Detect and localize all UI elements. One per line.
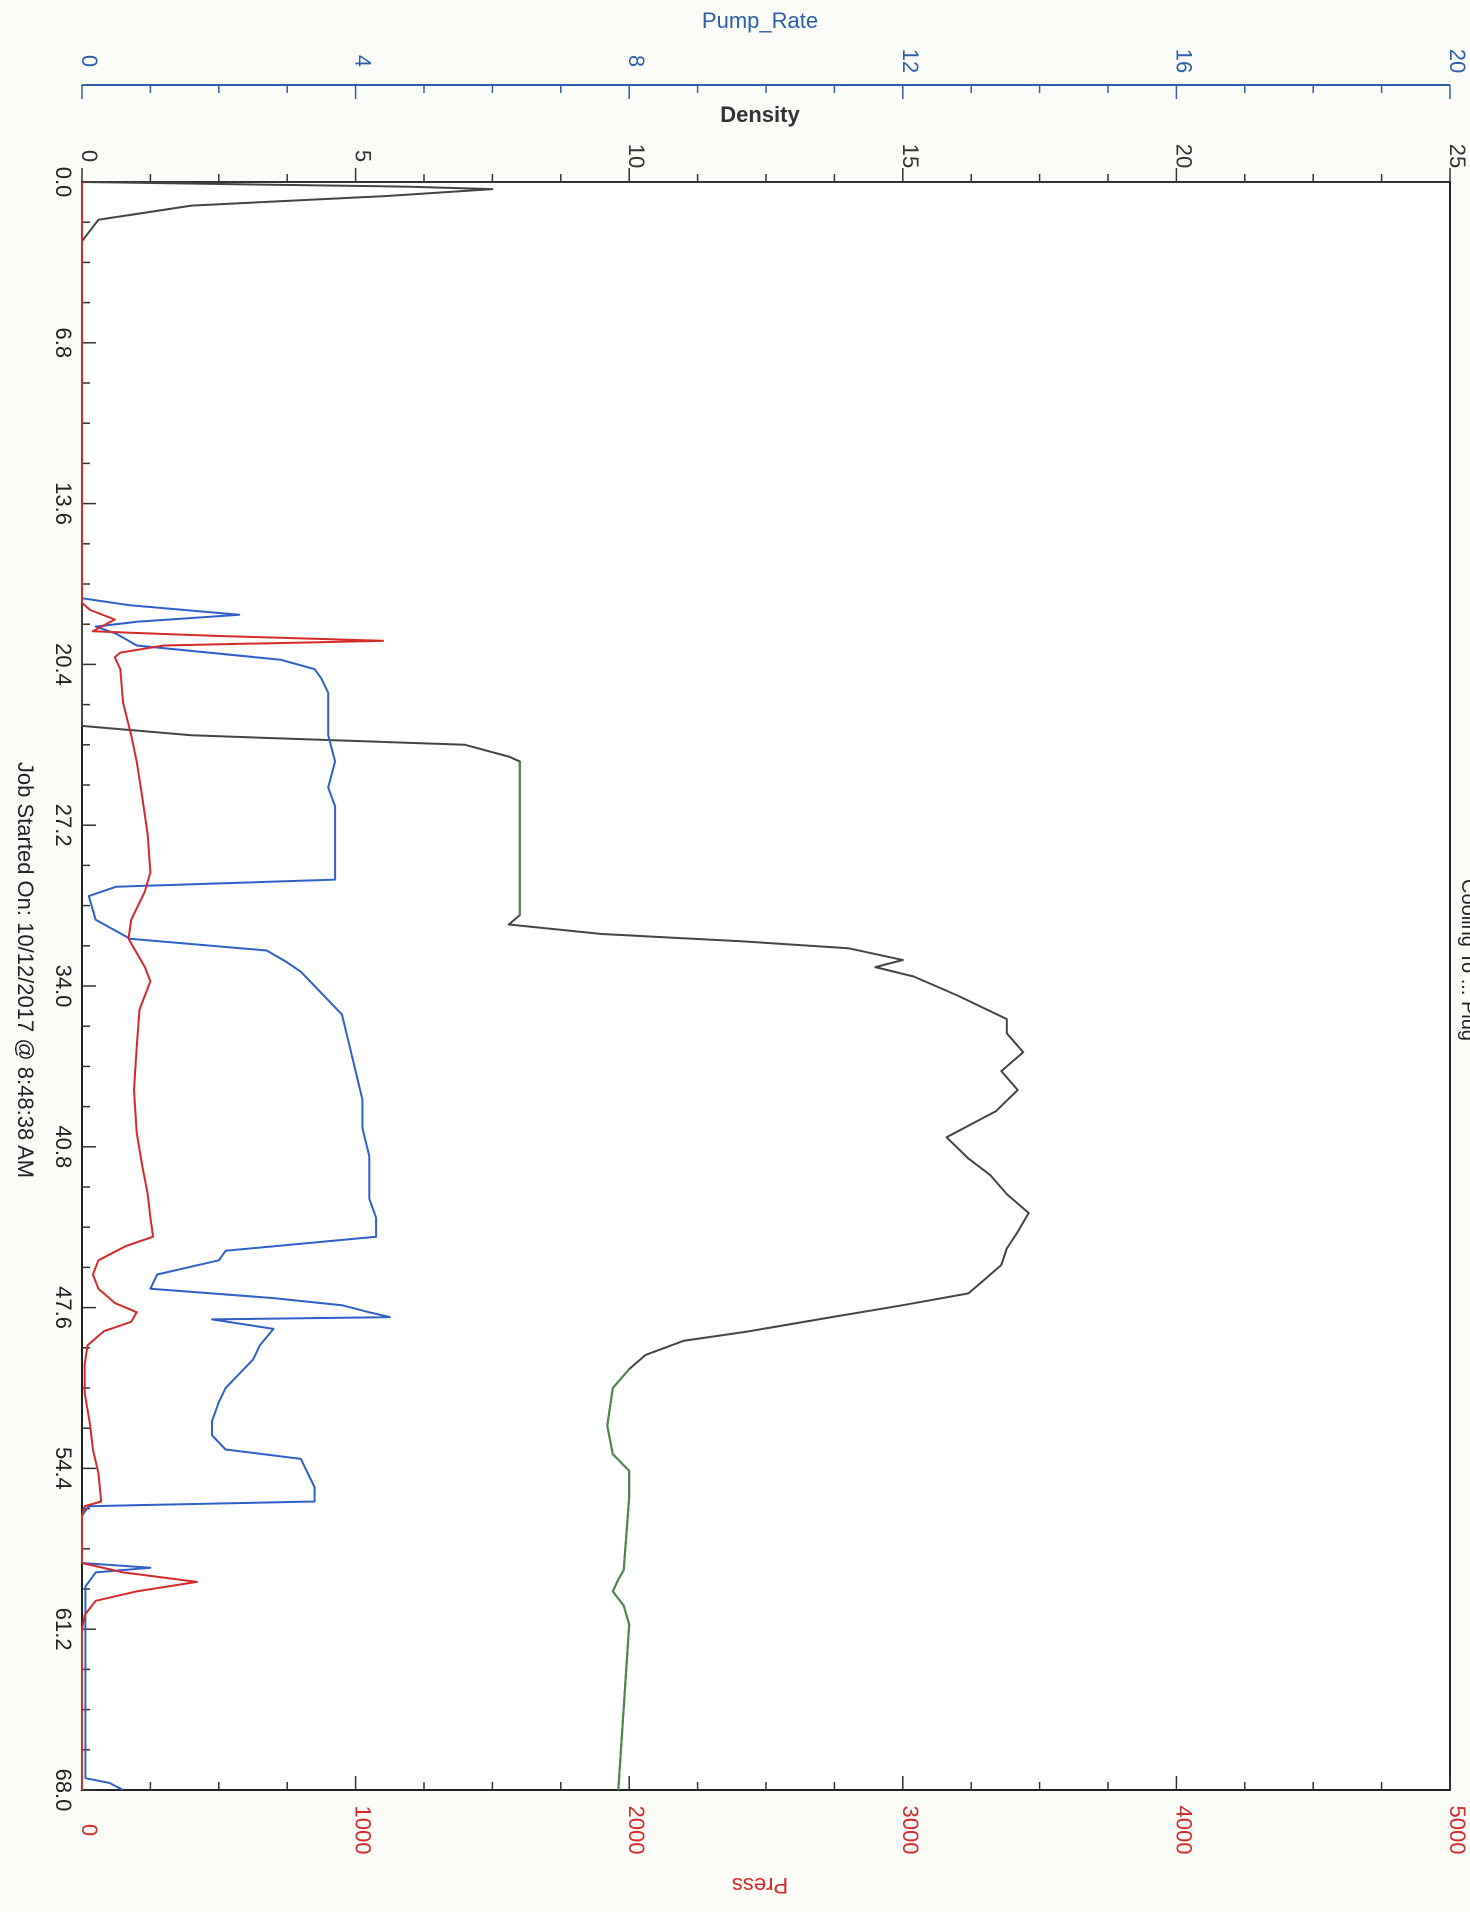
time-tick-label: 34.0 (51, 965, 76, 1008)
pump-rate-tick-label: 8 (624, 55, 649, 67)
pump-rate-tick-label: 0 (77, 55, 102, 67)
density-tick-label: 15 (898, 144, 923, 168)
time-tick-label: 68.0 (51, 1769, 76, 1812)
time-tick-label: 6.8 (51, 328, 76, 359)
press-tick-label: 2000 (624, 1806, 649, 1855)
pump-rate-tick-label: 16 (1171, 49, 1196, 73)
press-tick-label: 1000 (351, 1806, 376, 1855)
plot-area (81, 181, 1451, 1791)
time-axis: 0.0 6.8 13.6 20.4 27.2 34.0 40.8 47.6 54.4 61.2 68… (51, 167, 96, 1812)
density-axis-label: Density (720, 102, 800, 127)
series-pump-rate (81, 182, 391, 1791)
press-tick-label: 0 (77, 1824, 102, 1836)
press-axis: 0 1000 2000 3000 4000 5000 (77, 1776, 1470, 1854)
series-layer (81, 181, 1030, 1791)
press-tick-label: 5000 (1445, 1806, 1470, 1855)
press-axis-label: Press (732, 1873, 788, 1898)
pump-rate-axis-label: Pump_Rate (702, 8, 818, 33)
pump-rate-axis: 0 4 8 12 16 20 (77, 49, 1470, 99)
density-tick-label: 25 (1445, 144, 1470, 168)
time-tick-label: 20.4 (51, 643, 76, 686)
press-tick-label: 3000 (898, 1806, 923, 1855)
series-press (81, 182, 384, 1790)
density-axis: 0 5 10 15 20 25 (77, 144, 1470, 183)
time-tick-label: 54.4 (51, 1447, 76, 1490)
pump-rate-tick-label: 4 (351, 55, 376, 67)
series-green-segment-2 (606, 1368, 631, 1791)
time-tick-label: 40.8 (51, 1125, 76, 1168)
density-tick-label: 10 (624, 144, 649, 168)
time-tick-label: 0.0 (51, 167, 76, 198)
time-tick-label: 47.6 (51, 1286, 76, 1329)
pump-rate-tick-label: 12 (898, 49, 923, 73)
job-started-footer: Job Started On: 10/12/2017 @ 8:48:38 AM (13, 762, 38, 1178)
pump-rate-tick-label: 20 (1445, 49, 1470, 73)
density-tick-label: 5 (351, 150, 376, 162)
press-tick-label: 4000 (1171, 1806, 1196, 1855)
partial-title: Cooling To ... Plug (1457, 879, 1470, 1041)
time-tick-label: 13.6 (51, 482, 76, 525)
time-tick-label: 61.2 (51, 1608, 76, 1651)
density-tick-label: 20 (1171, 144, 1196, 168)
density-tick-label: 0 (77, 150, 102, 162)
time-tick-label: 27.2 (51, 804, 76, 847)
